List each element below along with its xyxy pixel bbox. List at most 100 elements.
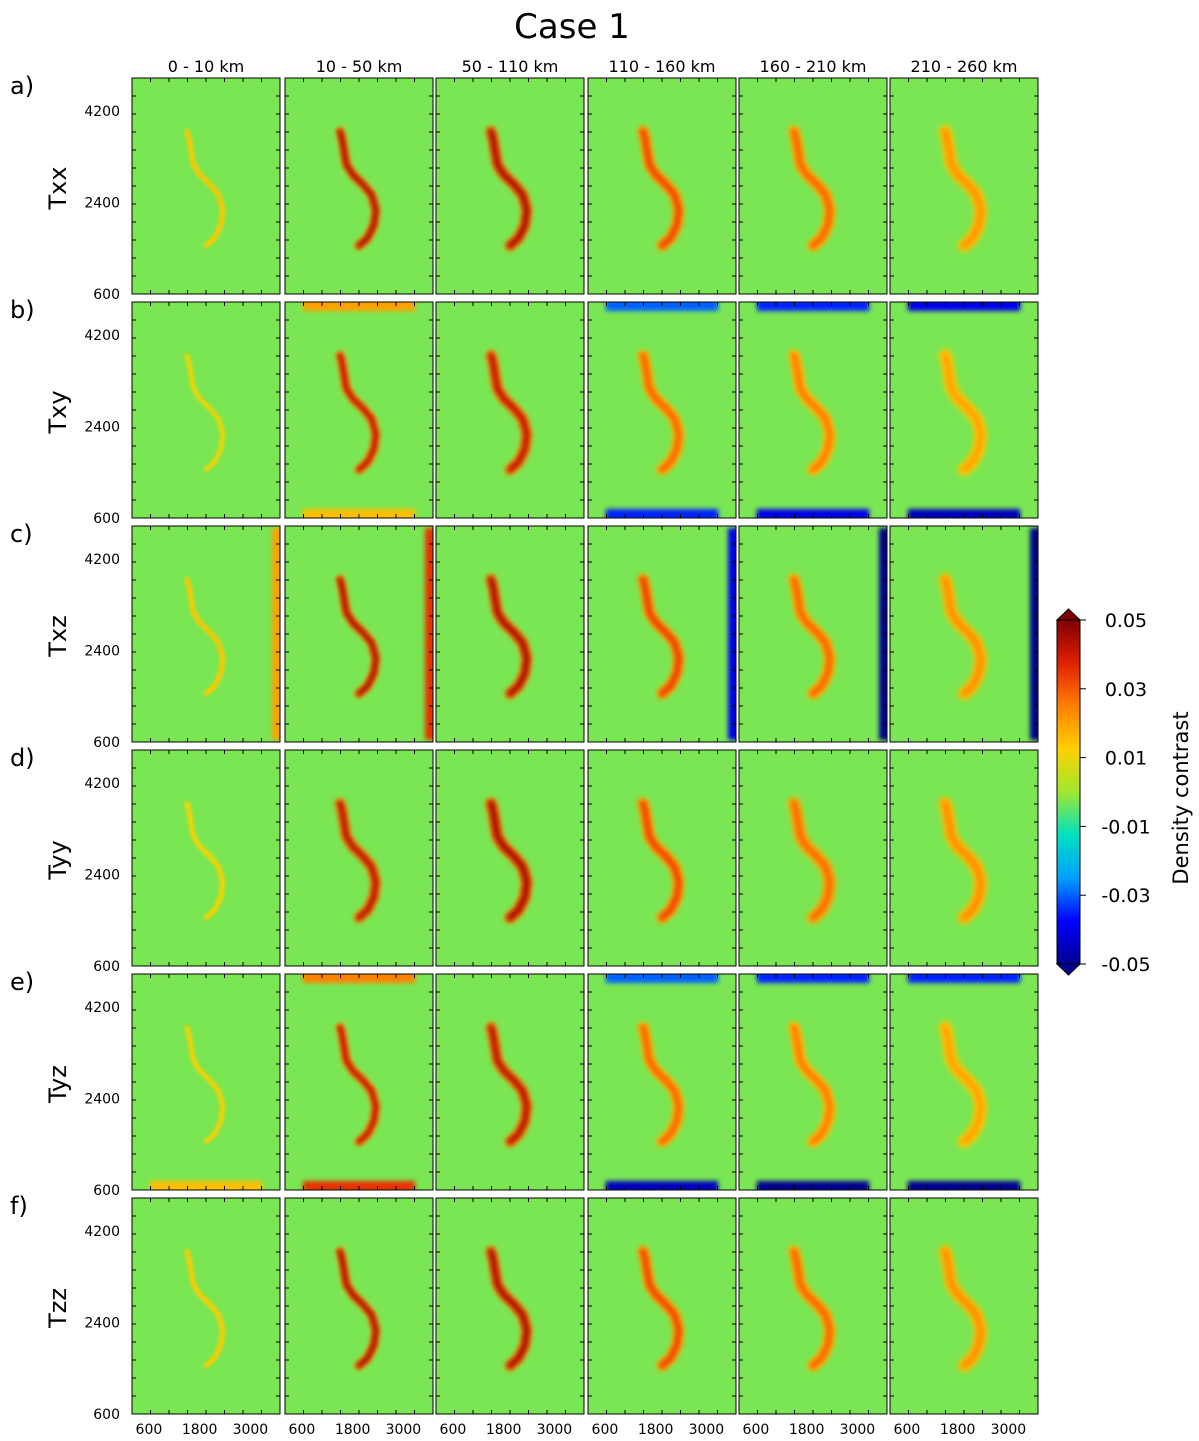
panel-background: [132, 302, 280, 518]
panel-background: [132, 526, 280, 742]
density-anomaly: [185, 578, 225, 695]
x-tick-label: 1800: [335, 1422, 371, 1438]
y-tick-label: 600: [93, 511, 120, 527]
panel-txz-2: [435, 525, 585, 743]
edge-effect: [302, 509, 416, 518]
x-tick-label: 600: [289, 1422, 316, 1438]
panel-txx-3: [587, 77, 737, 295]
panel-txy-5: [889, 301, 1039, 519]
row-letter: f): [10, 1192, 28, 1220]
x-tick-label: 1800: [638, 1422, 674, 1438]
edge-effect: [907, 302, 1021, 311]
colorbar-tick-label: -0.01: [1101, 816, 1150, 838]
panel-tyz-5: [889, 973, 1039, 1191]
row-label: Tyz: [44, 1065, 72, 1104]
row-letter: e): [10, 968, 34, 996]
y-tick-label: 600: [93, 735, 120, 751]
row-txy: b) Txy 4200 2400 600: [10, 296, 1039, 527]
edge-effect: [756, 302, 870, 311]
panel-tzz-2: 600 1800 3000: [435, 1197, 585, 1438]
density-anomaly: [790, 351, 834, 474]
edge-effect: [302, 302, 416, 311]
edge-effect: [605, 974, 719, 983]
x-tick-label: 600: [440, 1422, 467, 1438]
edge-effect: [302, 974, 416, 983]
panel-tyy-2: [435, 749, 585, 967]
panel-background: [132, 974, 280, 1190]
density-anomaly: [941, 1247, 985, 1370]
density-anomaly: [337, 800, 379, 921]
row-label: Tzz: [44, 1288, 72, 1329]
row-letter: b): [10, 296, 35, 324]
y-tick-label: 4200: [84, 552, 120, 568]
density-anomaly: [941, 575, 985, 698]
x-tick-label: 3000: [386, 1422, 422, 1438]
column-header: 110 - 160 km: [609, 57, 716, 76]
y-tick-label: 4200: [84, 104, 120, 120]
row-label: Tyy: [44, 840, 72, 880]
density-anomaly: [337, 1248, 379, 1369]
density-anomaly: [185, 354, 225, 471]
row-label: Txz: [44, 615, 72, 657]
density-anomaly: [941, 351, 985, 474]
colorbar-tick-label: -0.03: [1101, 885, 1150, 907]
x-tick-label: 1800: [182, 1422, 218, 1438]
row-label: Txy: [44, 390, 72, 434]
panel-txy-1: [284, 301, 434, 519]
density-anomaly: [337, 128, 379, 249]
panel-txy-2: [435, 301, 585, 519]
edge-effect: [302, 1181, 416, 1190]
edge-effect: [605, 302, 719, 311]
panel-tyz-0: [131, 973, 281, 1191]
panel-tzz-4: 600 1800 3000: [738, 1197, 888, 1438]
row-tyz: e) Tyz 4200 2400 600: [10, 968, 1039, 1199]
density-anomaly: [941, 127, 985, 250]
density-anomaly: [185, 802, 225, 919]
panel-tyz-3: [587, 973, 737, 1191]
column-headers: 0 - 10 km 10 - 50 km 50 - 110 km 110 - 160 …: [168, 57, 1018, 76]
density-anomaly: [790, 1247, 834, 1370]
row-letter: d): [10, 744, 35, 772]
y-tick-label: 2400: [84, 868, 120, 884]
y-tick-label: 600: [93, 959, 120, 975]
density-anomaly: [185, 1250, 225, 1367]
edge-effect: [605, 1181, 719, 1190]
panel-txy-0: [131, 301, 281, 519]
panel-tzz-1: 600 1800 3000: [284, 1197, 434, 1438]
panel-background: [132, 78, 280, 294]
density-anomaly: [639, 576, 683, 697]
x-tick-label: 600: [592, 1422, 619, 1438]
colorbar-min-extension: [1055, 963, 1082, 976]
density-anomaly: [487, 799, 531, 922]
density-anomaly: [639, 1024, 683, 1145]
x-tick-label: 3000: [689, 1422, 725, 1438]
column-header: 160 - 210 km: [760, 57, 867, 76]
density-anomaly: [487, 576, 531, 697]
edge-effect: [907, 974, 1021, 983]
x-tick-label: 3000: [991, 1422, 1027, 1438]
row-txx: a) Txx 4200 2400 600: [10, 72, 1039, 303]
panel-background: [132, 750, 280, 966]
y-tick-label: 2400: [84, 420, 120, 436]
panel-txx-0: [131, 77, 281, 295]
figure-title: Case 1: [514, 7, 630, 47]
panel-txy-3: [587, 301, 737, 519]
edge-effect: [149, 1181, 263, 1190]
row-txz: c) Txz 4200 2400 600: [10, 520, 1039, 751]
panel-txz-5: [889, 525, 1039, 743]
colorbar-tick-label: -0.05: [1101, 954, 1150, 976]
column-header: 210 - 260 km: [911, 57, 1018, 76]
y-tick-label: 4200: [84, 1000, 120, 1016]
edge-effect: [907, 509, 1021, 518]
panel-tzz-5: 600 1800 3000: [889, 1197, 1039, 1438]
x-tick-label: 1800: [789, 1422, 825, 1438]
density-anomaly: [487, 352, 531, 473]
density-anomaly: [337, 576, 379, 697]
panel-tyy-5: [889, 749, 1039, 967]
density-anomaly: [639, 1248, 683, 1369]
x-tick-label: 1800: [940, 1422, 976, 1438]
panel-txx-4: [738, 77, 888, 295]
panel-tyz-2: [435, 973, 585, 1191]
column-header: 0 - 10 km: [168, 57, 244, 76]
edge-effect: [605, 509, 719, 518]
